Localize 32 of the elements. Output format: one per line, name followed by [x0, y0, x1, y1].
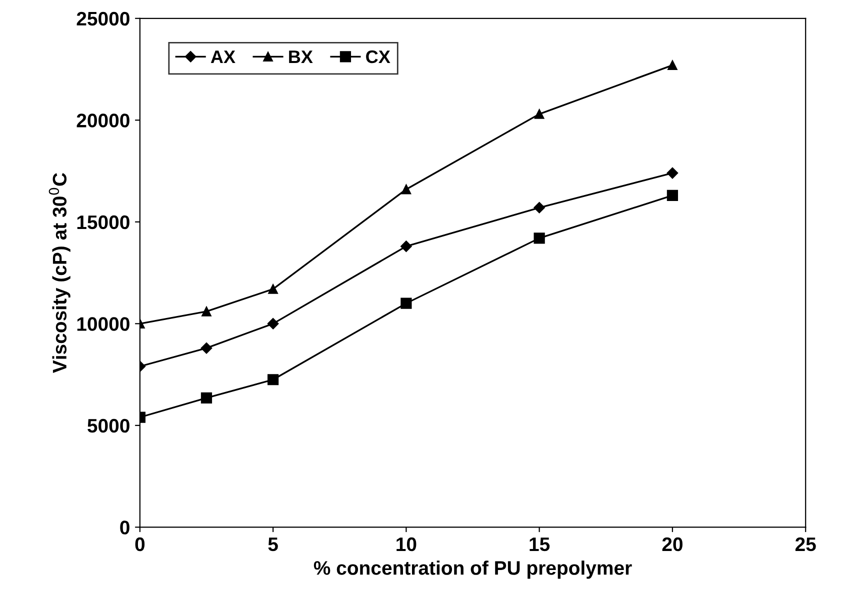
point — [666, 167, 678, 179]
point — [200, 342, 212, 354]
legend-label: BX — [289, 50, 313, 63]
point — [200, 392, 212, 404]
x-tick-label: 5 — [268, 538, 278, 552]
x-tick-label: 20 — [662, 537, 682, 552]
x-tick-label: 0 — [135, 537, 145, 552]
y-tick-label: 0 — [120, 520, 130, 534]
x-axis-title: % concentration of PU prepolymer — [314, 560, 632, 579]
y-tick-label: 25000 — [76, 12, 130, 26]
y-axis-title: Viscosity (cP) at 30$^{0}$C — [48, 172, 70, 373]
point — [202, 306, 212, 316]
legend-label: CX — [366, 50, 390, 64]
y-tick-label: 10000 — [77, 317, 130, 331]
point — [534, 232, 545, 244]
y-tick-label: 5000 — [88, 418, 130, 433]
point — [668, 60, 678, 70]
point — [401, 184, 412, 194]
point — [534, 109, 544, 119]
point — [534, 202, 545, 214]
legend-label: AX — [210, 50, 236, 63]
point — [268, 284, 278, 294]
point — [400, 240, 412, 252]
y-tick-label: 20000 — [76, 114, 130, 128]
point — [400, 298, 412, 309]
x-tick-label: 10 — [396, 537, 416, 552]
point — [267, 318, 279, 330]
y-tick-label: 15000 — [77, 215, 130, 230]
point — [666, 190, 678, 202]
x-tick-label: 25 — [795, 537, 816, 552]
point — [268, 374, 279, 386]
x-tick-label: 15 — [530, 538, 550, 552]
